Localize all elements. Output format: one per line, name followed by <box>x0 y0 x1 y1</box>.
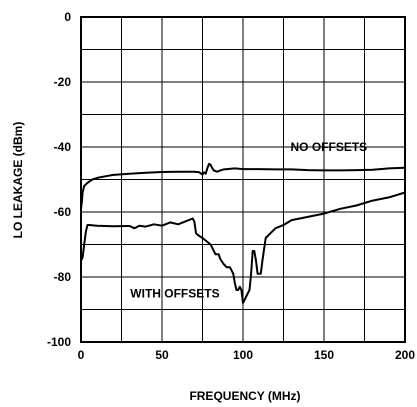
annotation-no-offsets: NO OFFSETS <box>291 140 368 154</box>
x-tick-label: 0 <box>78 348 85 362</box>
series-line-with-offsets <box>80 191 406 304</box>
y-tick-label: -20 <box>54 75 72 89</box>
x-tick-label: 150 <box>314 348 334 362</box>
x-tick-label: 100 <box>233 348 253 362</box>
tick-labels: 0 50 100 150 200 0 -20 -40 -60 -80 -100 <box>47 10 415 362</box>
annotation-with-offsets: WITH OFFSETS <box>130 286 219 300</box>
y-tick-label: -40 <box>54 140 72 154</box>
grid-lines <box>81 17 405 342</box>
series-line-no-offsets <box>80 162 406 210</box>
y-axis-label: LO LEAKAGE (dBm) <box>11 122 25 239</box>
annotations: NO OFFSETS WITH OFFSETS <box>130 140 397 300</box>
x-axis-label: FREQUENCY (MHz) <box>189 389 300 403</box>
plot-border <box>80 16 406 343</box>
y-tick-label: -100 <box>47 335 71 349</box>
y-tick-label: -60 <box>54 205 72 219</box>
x-tick-label: 200 <box>395 348 415 362</box>
plot-frame <box>80 16 406 343</box>
y-tick-label: 0 <box>64 10 71 24</box>
x-tick-label: 50 <box>155 348 169 362</box>
series-layer <box>80 162 406 304</box>
y-tick-label: -80 <box>54 270 72 284</box>
